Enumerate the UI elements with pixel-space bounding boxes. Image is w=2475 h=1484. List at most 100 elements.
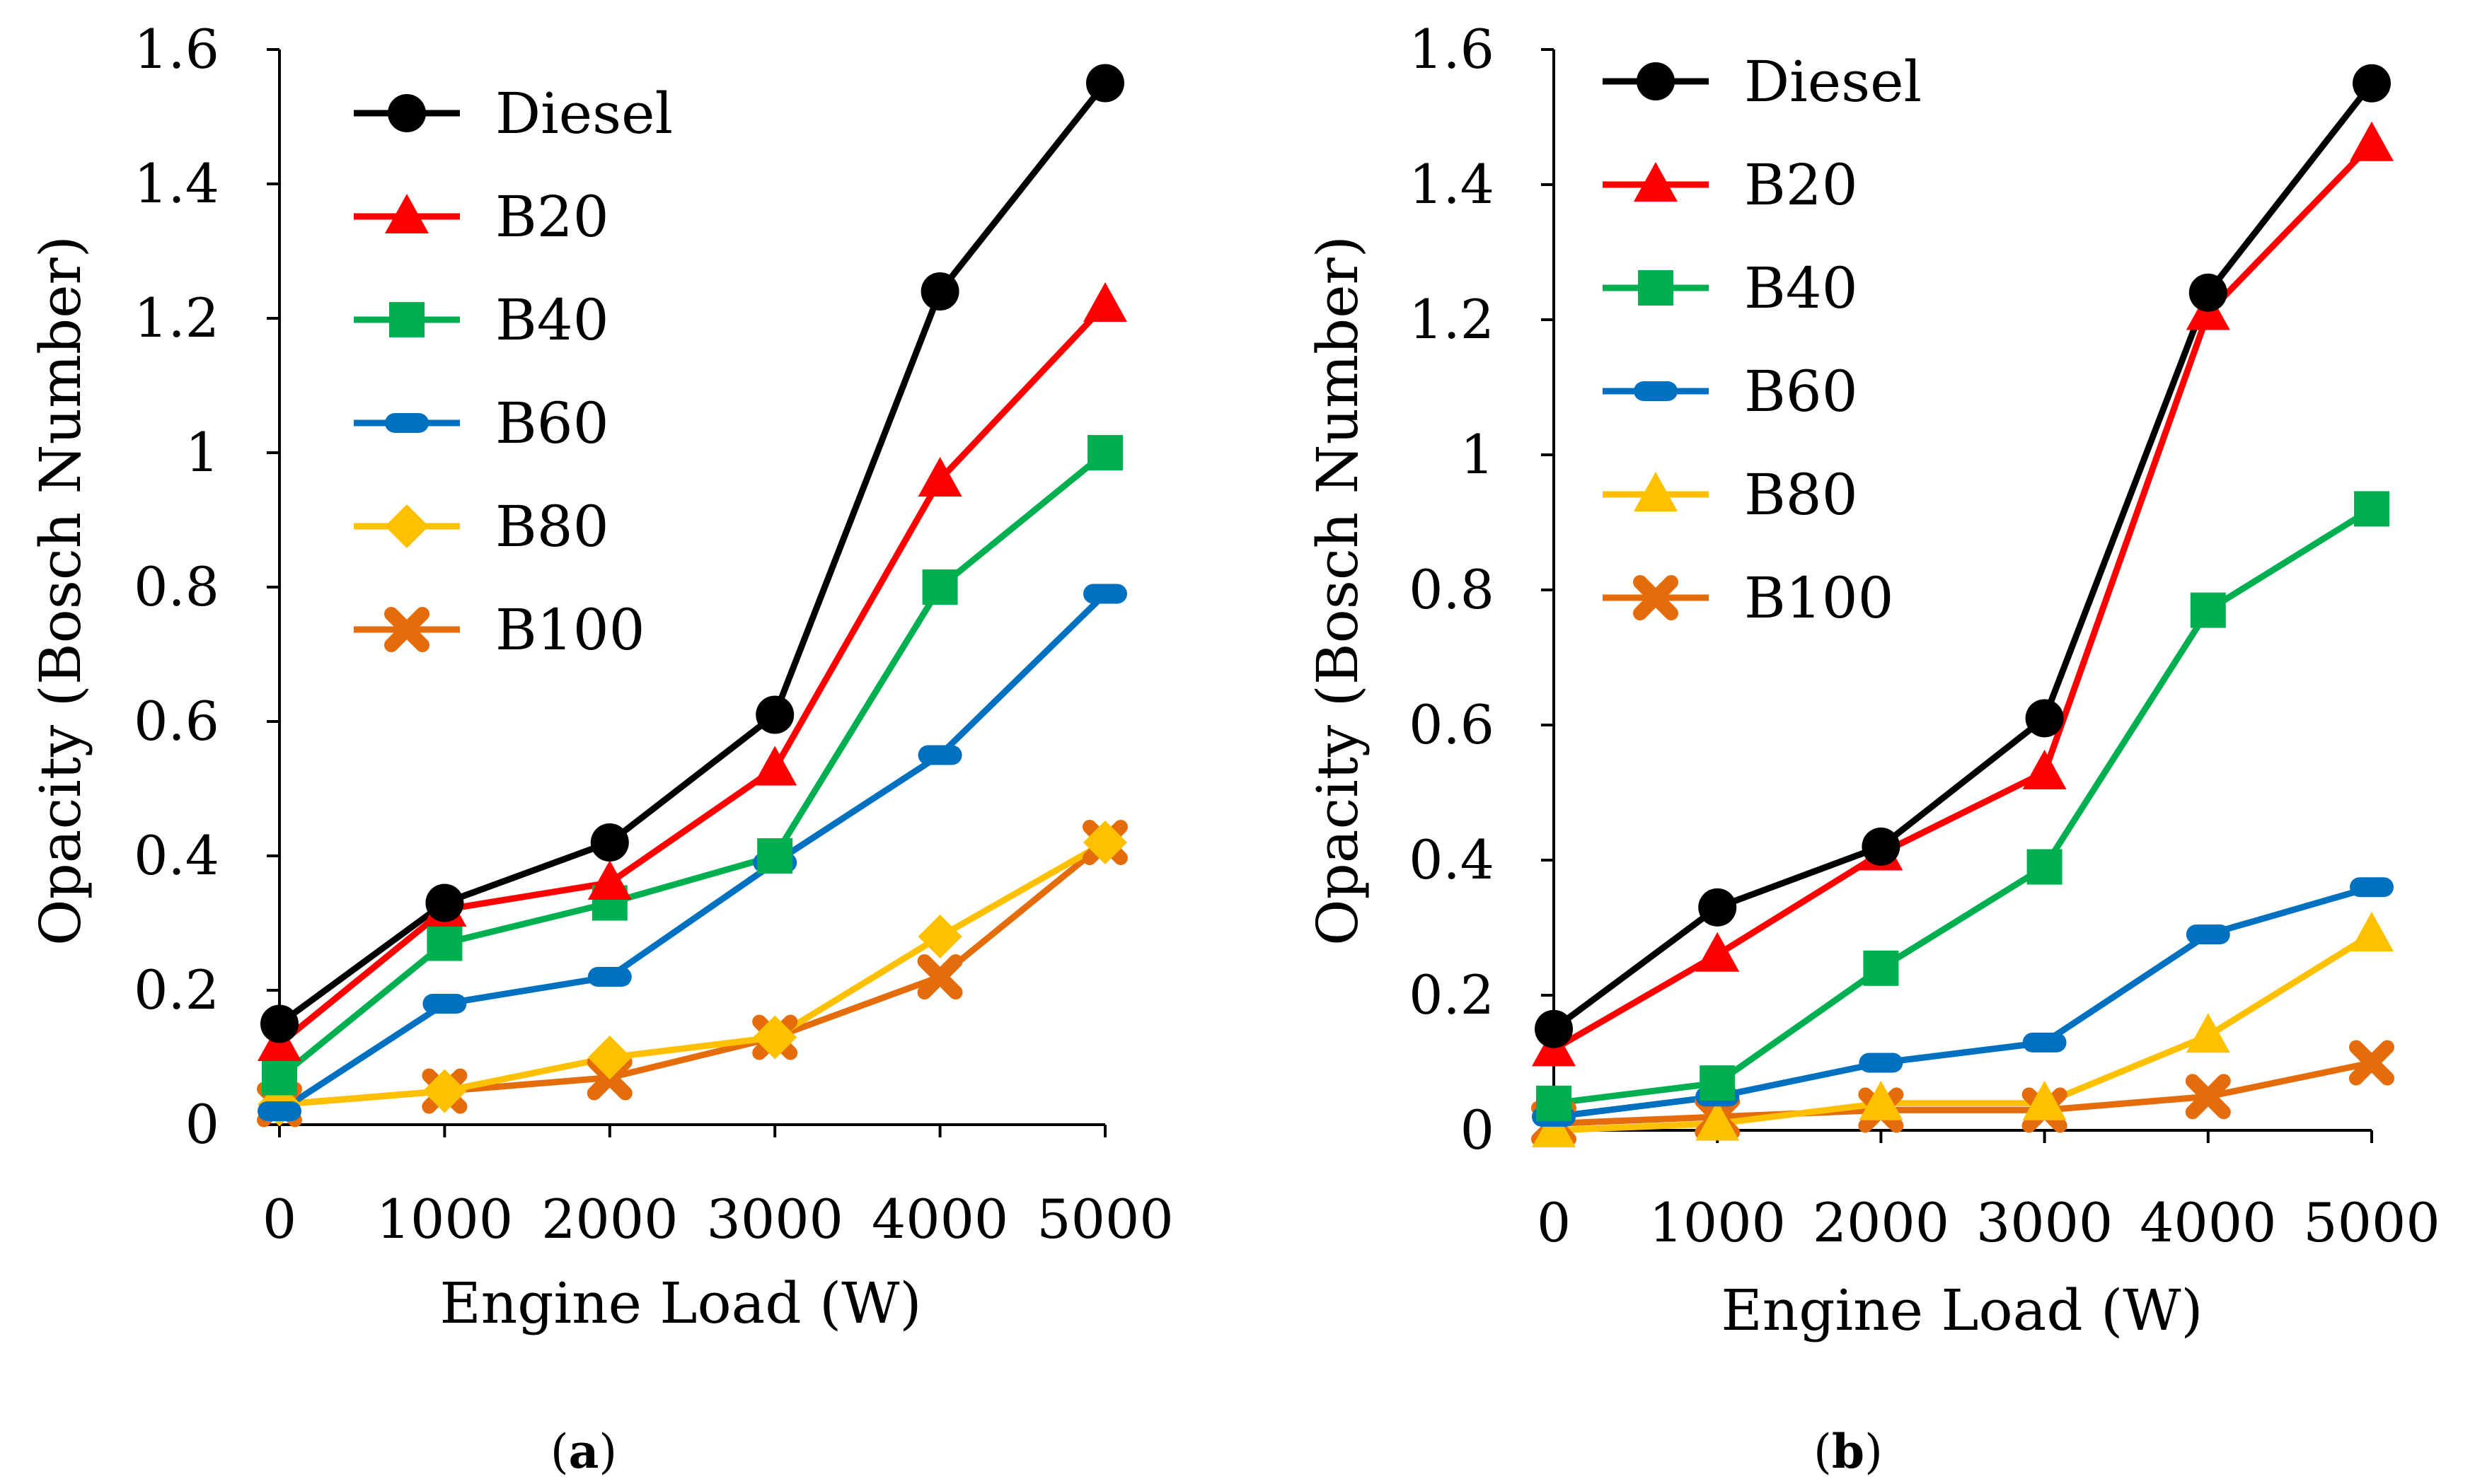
data-point-b40 [757, 838, 793, 874]
data-point-diesel [1086, 64, 1124, 103]
series-line-b20 [277, 302, 1108, 1047]
legend-label-b80: B80 [1744, 462, 1858, 528]
data-point-b60 [918, 745, 962, 765]
series-line-b60 [1553, 883, 2373, 1120]
data-point-b80 [2022, 1080, 2067, 1120]
legend-label-diesel: Diesel [1744, 49, 1922, 115]
x-tick-label: 4000 [2140, 1191, 2276, 1254]
x-tick-label: 2000 [541, 1188, 678, 1251]
data-point-b80 [1695, 1101, 1740, 1141]
data-point-diesel [590, 823, 629, 862]
panel-a-caption: (a) [550, 1424, 617, 1479]
data-point-b60 [2186, 924, 2230, 945]
data-point-b20 [1083, 282, 1127, 322]
y-tick-label: 1.2 [1409, 288, 1494, 351]
data-point-b80 [587, 1036, 632, 1079]
data-point-b40 [1863, 950, 1899, 986]
legend-label-b100: B100 [495, 597, 645, 663]
data-point-b100 [917, 954, 963, 999]
data-point-diesel [921, 272, 959, 311]
data-point-b20 [1695, 932, 1740, 972]
y-tick-label: 1.4 [134, 152, 219, 215]
y-tick-label: 0.6 [134, 690, 219, 753]
data-point-b80 [918, 915, 962, 958]
y-axis-title: Opacity (Bosch Number) [28, 236, 93, 946]
x-axis-title: Engine Load (W) [439, 1270, 921, 1336]
data-point-b60 [587, 967, 632, 987]
legend-label-b60: B60 [1744, 359, 1858, 424]
data-point-b100 [2185, 1074, 2231, 1120]
data-point-b80 [1859, 1080, 1903, 1120]
legend-marker-b100 [1633, 575, 1678, 620]
data-point-diesel [260, 1004, 299, 1043]
data-point-b60 [1083, 584, 1127, 604]
series-line-b40 [1553, 506, 2374, 1107]
legend-marker-b60 [1634, 381, 1678, 401]
data-point-b80 [1532, 1108, 1576, 1147]
y-tick-label: 1.2 [134, 286, 219, 349]
data-point-b40 [427, 925, 463, 961]
x-tick-label: 0 [262, 1188, 296, 1251]
data-point-b60 [258, 1101, 301, 1121]
data-point-b60 [2022, 1032, 2067, 1053]
data-point-b80 [2186, 1013, 2230, 1053]
legend-label-b20: B20 [495, 184, 609, 250]
series-line-b40 [277, 450, 1107, 1080]
y-tick-label: 1 [1460, 423, 1494, 486]
series-line-b80 [279, 840, 1107, 1108]
legend-marker-b80 [385, 504, 429, 548]
y-tick-label: 0 [185, 1093, 219, 1156]
x-tick-label: 1000 [376, 1188, 513, 1251]
data-point-b40 [1700, 1065, 1736, 1101]
data-point-b40 [1088, 435, 1123, 470]
legend-marker-b40 [389, 302, 425, 337]
series-line-diesel [1552, 81, 2375, 1032]
legend-label-b80: B80 [495, 494, 609, 560]
data-point-b40 [2354, 491, 2389, 527]
y-tick-label: 1.4 [1409, 153, 1494, 216]
chart-panel-a: 0 0.2 0.4 0.6 0.8 1 1.2 1.4 1.6 0 1000 2000 3000 4000… [28, 18, 1174, 1336]
panel-b-caption: (b) [1813, 1424, 1883, 1479]
legend-marker-b20 [385, 194, 429, 233]
data-point-b60 [1859, 1053, 1903, 1073]
series-line-diesel [277, 81, 1108, 1027]
x-tick-label: 5000 [2303, 1191, 2440, 1254]
data-point-b60 [422, 994, 467, 1014]
x-tick-label: 1000 [1649, 1191, 1785, 1254]
legend-label-b40: B40 [495, 287, 609, 353]
x-tick-label: 3000 [706, 1188, 843, 1251]
legend-marker-b100 [384, 607, 429, 652]
x-axis-title: Engine Load (W) [1721, 1277, 2203, 1343]
data-point-b40 [922, 569, 958, 605]
y-tick-label: 1 [185, 421, 219, 484]
legend-label-b40: B40 [1744, 255, 1858, 321]
y-tick-label: 0.4 [134, 824, 219, 887]
data-point-b60 [2350, 877, 2394, 898]
x-tick-label: 3000 [1976, 1191, 2113, 1254]
data-point-b80 [2350, 912, 2394, 952]
y-tick-label: 0.8 [134, 555, 219, 618]
data-point-b20 [753, 746, 797, 786]
series-line-b60 [277, 591, 1108, 1114]
data-point-b20 [918, 457, 962, 497]
y-tick-label: 1.6 [1409, 18, 1494, 81]
x-tick-label: 2000 [1813, 1191, 1949, 1254]
data-point-b80 [753, 1015, 797, 1060]
data-point-diesel [2025, 699, 2064, 738]
legend-marker-diesel [1637, 62, 1675, 100]
data-point-b80 [422, 1069, 467, 1113]
data-point-diesel [1535, 1009, 1573, 1048]
y-tick-label: 0.2 [134, 958, 219, 1021]
y-tick-label: 0.8 [1409, 558, 1494, 621]
data-point-diesel [756, 695, 795, 734]
data-point-b100 [2349, 1040, 2394, 1086]
legend-marker-b20 [1634, 162, 1678, 202]
data-point-diesel [2188, 273, 2227, 312]
y-tick-label: 0.4 [1409, 828, 1494, 891]
x-tick-label: 0 [1537, 1191, 1571, 1254]
data-point-b80 [1083, 821, 1127, 864]
data-point-b20 [2022, 749, 2067, 789]
series-line-b20 [1552, 141, 2375, 1053]
y-tick-label: 0.2 [1409, 963, 1494, 1026]
